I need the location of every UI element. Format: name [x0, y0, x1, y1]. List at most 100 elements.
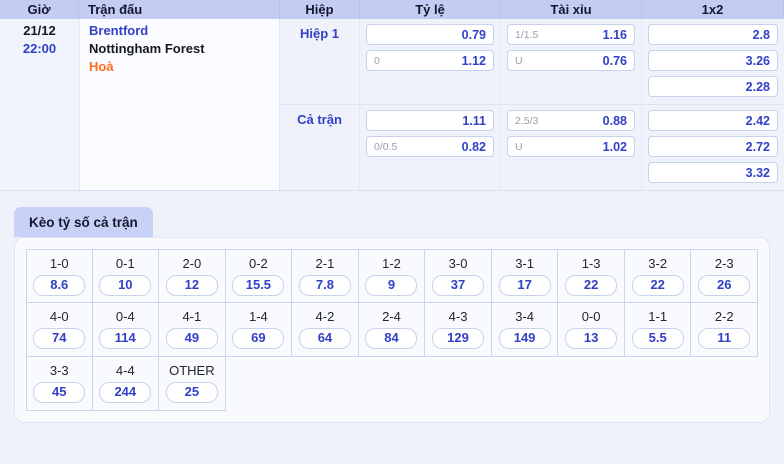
- score-odds-button[interactable]: 37: [432, 274, 485, 296]
- odds-value: 1.02: [602, 139, 627, 154]
- correct-score-section: Kèo tỷ số cả trận 1-0 8.6 0-1 10 2-0 12 0-2 15.…: [0, 191, 784, 423]
- score-odds-button[interactable]: 12: [165, 274, 218, 296]
- score-label: 3-4: [515, 309, 534, 324]
- score-odds-button[interactable]: 8.6: [33, 274, 86, 296]
- score-label: OTHER: [169, 363, 215, 378]
- score-label: 3-3: [49, 363, 69, 378]
- score-odds-button[interactable]: 149: [498, 328, 551, 349]
- draw-label: Hoà: [89, 59, 114, 74]
- odds-box-ft-handicap-away[interactable]: 0/0.5 0.82: [366, 136, 494, 157]
- odds-value: 2.8: [752, 27, 770, 42]
- odds-table: Giờ Trận đấu Hiệp Tỷ lệ Tài xỉu 1x2 21/1…: [0, 0, 784, 191]
- score-cell: 1-3 22: [558, 249, 625, 303]
- score-odds-button[interactable]: 22: [565, 274, 618, 296]
- score-odds-button[interactable]: 64: [298, 328, 351, 349]
- score-odds-button[interactable]: 9: [365, 274, 418, 296]
- header-1x2: 1x2: [642, 0, 784, 19]
- score-cell: 3-4 149: [491, 303, 559, 357]
- odds-box-h1-over[interactable]: 1/1.5 1.16: [507, 24, 635, 45]
- odds-value: 3.32: [745, 165, 770, 180]
- score-odds-button[interactable]: 17: [498, 274, 551, 296]
- score-label: 0-1: [115, 255, 135, 271]
- score-label: 0-0: [581, 309, 601, 324]
- odds-box-h1-1[interactable]: 2.8: [648, 24, 778, 45]
- score-cell: 4-0 74: [26, 303, 93, 357]
- odds-box-h1-under[interactable]: U 0.76: [507, 50, 635, 71]
- score-label: 2-1: [315, 255, 335, 271]
- over-under-line-label: U: [515, 54, 523, 67]
- odds-value: 3.26: [745, 53, 770, 68]
- match-time-cell: 21/12 22:00: [0, 19, 79, 190]
- score-odds-button[interactable]: 5.5: [631, 328, 684, 349]
- odds-box-ft-x[interactable]: 2.72: [648, 136, 778, 157]
- score-label: 4-0: [49, 309, 69, 324]
- odds-value: 1.12: [461, 53, 486, 68]
- score-odds-button[interactable]: 49: [165, 328, 218, 349]
- match-teams-cell: Brentford Nottingham Forest Hoà: [79, 19, 280, 190]
- away-team-label: Nottingham Forest: [89, 41, 205, 56]
- score-odds-button[interactable]: 114: [99, 328, 152, 349]
- score-label: 0-4: [115, 309, 135, 324]
- score-cell: 2-0 12: [159, 249, 226, 303]
- score-cell: 0-4 114: [92, 303, 160, 357]
- over-under-line-label: 2.5/3: [515, 114, 539, 127]
- odds-value: 0.76: [602, 53, 627, 68]
- odds-box-ft-over[interactable]: 2.5/3 0.88: [507, 110, 635, 131]
- score-label: 1-3: [581, 255, 601, 271]
- score-label: 3-1: [515, 255, 534, 271]
- odds-box-h1-handicap-away[interactable]: 0 1.12: [366, 50, 494, 71]
- score-odds-button[interactable]: 129: [432, 328, 485, 349]
- score-label: 1-0: [49, 255, 69, 271]
- home-team-link[interactable]: Brentford: [89, 23, 149, 38]
- score-odds-button[interactable]: 7.8: [298, 274, 351, 296]
- score-cell: 2-3 26: [691, 249, 758, 303]
- score-label: 2-3: [714, 255, 734, 271]
- score-cell: 4-4 244: [92, 357, 160, 411]
- handicap-line-label: 0/0.5: [374, 140, 398, 153]
- odds-box-ft-handicap-home[interactable]: 1.11: [366, 110, 494, 131]
- odds-box-ft-under[interactable]: U 1.02: [507, 136, 635, 157]
- odds-value: 1.11: [462, 113, 486, 128]
- score-cell: 3-1 17: [491, 249, 559, 303]
- score-cell: 3-2 22: [624, 249, 692, 303]
- score-cell: 2-4 84: [358, 303, 426, 357]
- score-label: 2-2: [714, 309, 734, 324]
- handicap-column: 0.79 0 1.12 1.11 0/0.5 0.82: [360, 19, 501, 190]
- header-match: Trận đấu: [79, 0, 280, 19]
- score-label: 3-2: [648, 255, 668, 271]
- score-cell: 0-0 13: [558, 303, 625, 357]
- score-cell: 0-1 10: [92, 249, 160, 303]
- odds-box-ft-2[interactable]: 3.32: [648, 162, 778, 183]
- score-odds-button[interactable]: 13: [565, 328, 618, 349]
- score-odds-button[interactable]: 26: [698, 274, 751, 296]
- score-odds-button[interactable]: 84: [365, 328, 418, 349]
- odds-box-h1-handicap-home[interactable]: 0.79: [366, 24, 494, 45]
- over-under-column: 1/1.5 1.16 U 0.76 2.5/3 0.88 U 1.02: [501, 19, 642, 190]
- one-x-two-column: 2.8 3.26 2.28 2.42 2.72 3.32: [642, 19, 784, 190]
- score-odds-button[interactable]: 11: [698, 328, 751, 349]
- score-grid: 1-0 8.6 0-1 10 2-0 12 0-2 15.5 2-1 7.8 1-2 9 3-0 37 3-…: [26, 249, 758, 411]
- match-time: 22:00: [22, 41, 57, 56]
- score-label: 1-1: [648, 309, 668, 324]
- tab-correct-score-full-match[interactable]: Kèo tỷ số cả trận: [14, 207, 153, 237]
- score-cell: 2-2 11: [691, 303, 758, 357]
- score-label: 2-4: [382, 309, 401, 324]
- odds-box-h1-x[interactable]: 3.26: [648, 50, 778, 71]
- correct-score-card: 1-0 8.6 0-1 10 2-0 12 0-2 15.5 2-1 7.8 1-2 9 3-0 37 3-…: [14, 237, 770, 423]
- odds-box-ft-1[interactable]: 2.42: [648, 110, 778, 131]
- odds-value: 1.16: [602, 27, 627, 42]
- score-odds-button[interactable]: 74: [33, 328, 86, 349]
- header-over-under: Tài xỉu: [501, 0, 642, 19]
- odds-box-h1-2[interactable]: 2.28: [648, 76, 778, 97]
- score-cell: 2-1 7.8: [292, 249, 359, 303]
- score-odds-button[interactable]: 10: [99, 274, 152, 296]
- over-under-line-label: U: [515, 140, 523, 153]
- score-odds-button[interactable]: 244: [99, 382, 152, 403]
- score-odds-button[interactable]: 25: [165, 382, 218, 403]
- score-odds-button[interactable]: 69: [232, 328, 285, 349]
- period-first-half-label: Hiệp 1: [299, 26, 339, 41]
- score-odds-button[interactable]: 15.5: [232, 274, 285, 296]
- score-odds-button[interactable]: 22: [631, 274, 684, 296]
- score-label: 3-0: [448, 255, 468, 271]
- score-odds-button[interactable]: 45: [33, 382, 86, 403]
